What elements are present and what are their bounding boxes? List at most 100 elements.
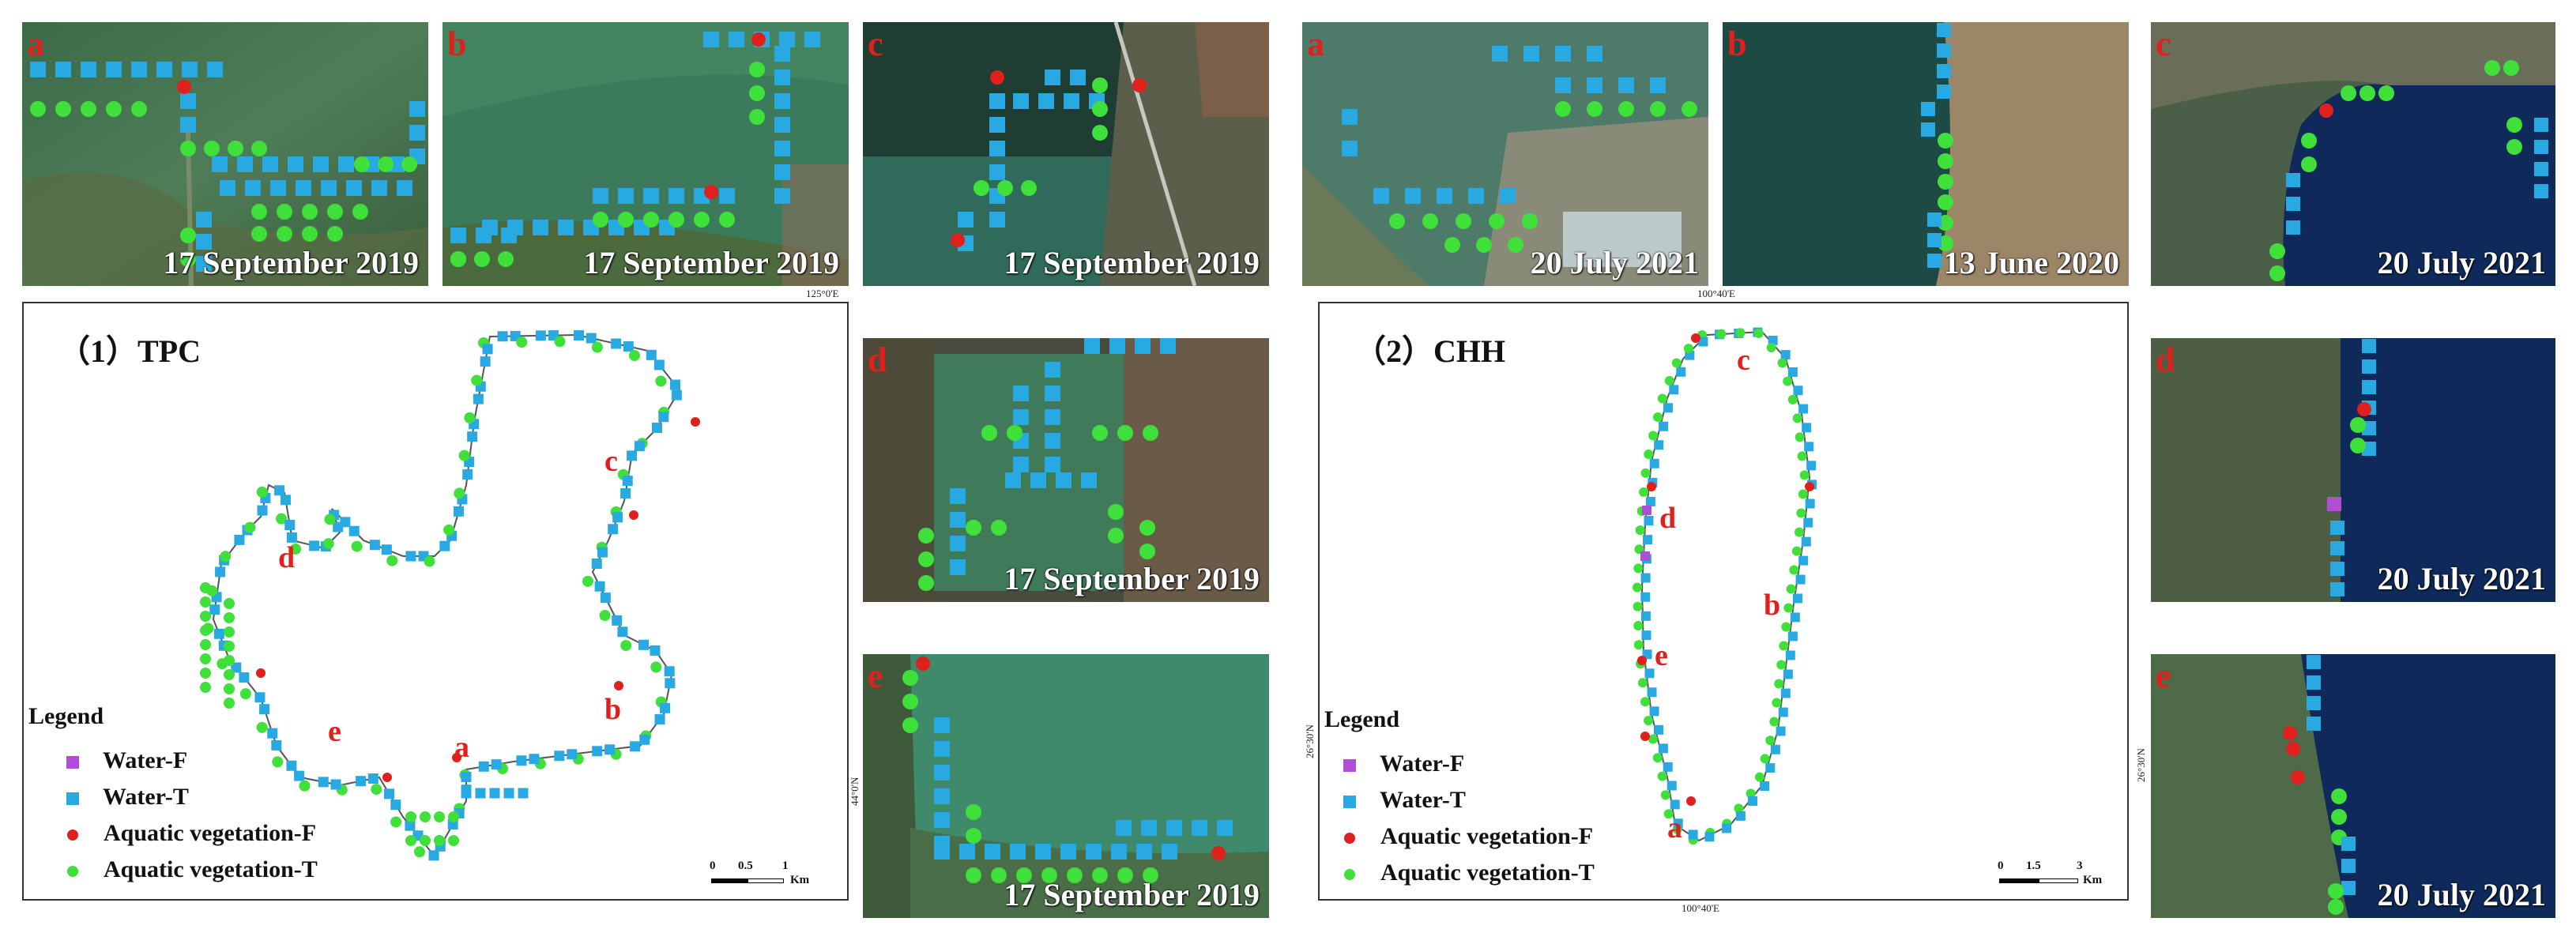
water-t-marker <box>1653 724 1663 735</box>
water-t-marker <box>453 506 464 517</box>
water-t-marker <box>409 101 425 117</box>
water-t-marker <box>985 844 1000 860</box>
vegetation-t-marker <box>1795 527 1805 537</box>
water-t-marker <box>1780 688 1791 698</box>
tile-date: 17 September 2019 <box>163 245 419 280</box>
vegetation-f-marker <box>452 753 461 762</box>
vegetation-t-marker <box>327 204 343 220</box>
legend-item-water-f: Water-F <box>1343 750 1464 777</box>
water-t-marker <box>1722 823 1732 833</box>
satellite-image <box>1302 22 1708 286</box>
vegetation-t-marker <box>1092 125 1108 141</box>
legend-item-water-t: Water-T <box>66 784 189 811</box>
water-t-marker <box>665 678 676 689</box>
vegetation-t-marker <box>1753 328 1764 338</box>
square-blue-icon <box>66 792 79 806</box>
water-t-marker <box>318 777 329 788</box>
water-t-marker <box>1045 433 1060 449</box>
water-t-marker <box>950 512 966 528</box>
water-t-marker <box>567 749 578 760</box>
vegetation-t-marker <box>593 212 608 228</box>
water-t-marker <box>309 540 320 551</box>
water-t-marker <box>1081 472 1097 488</box>
water-t-marker <box>611 338 622 349</box>
vegetation-t-marker <box>2331 788 2347 804</box>
vegetation-t-marker <box>1108 528 1124 544</box>
water-t-marker <box>1109 338 1125 354</box>
water-t-marker <box>516 755 527 766</box>
water-t-marker <box>989 141 1005 156</box>
water-t-marker <box>934 812 950 828</box>
water-t-marker <box>989 164 1005 180</box>
water-t-marker <box>1805 498 1815 509</box>
vegetation-t-marker <box>1774 679 1784 689</box>
vegetation-t-marker <box>1798 489 1808 499</box>
vegetation-t-marker <box>2378 85 2394 101</box>
vegetation-t-marker <box>1007 425 1022 441</box>
vegetation-t-marker <box>1938 133 1953 149</box>
vegetation-t-marker <box>251 226 267 242</box>
water-t-marker <box>1160 338 1176 354</box>
water-t-marker <box>660 702 671 713</box>
vegetation-f-marker <box>990 70 1004 85</box>
water-t-marker <box>934 844 950 860</box>
vegetation-t-marker <box>1644 449 1654 459</box>
water-t-marker <box>934 741 950 757</box>
water-t-marker <box>220 180 235 196</box>
map-label-e: e <box>328 715 341 748</box>
vegetation-t-marker <box>1092 101 1108 117</box>
vegetation-t-marker <box>1789 565 1799 575</box>
water-t-marker <box>1013 386 1029 401</box>
vegetation-t-marker <box>405 835 416 846</box>
water-t-marker <box>612 615 623 626</box>
water-t-marker <box>989 117 1005 133</box>
vegetation-t-marker <box>464 412 476 423</box>
vegetation-t-marker <box>420 811 431 822</box>
vegetation-f-marker <box>2291 770 2305 784</box>
water-t-marker <box>180 117 196 133</box>
vegetation-t-marker <box>450 251 466 267</box>
vegetation-t-marker <box>424 555 435 567</box>
water-t-marker <box>439 540 450 551</box>
water-t-marker <box>1663 762 1673 772</box>
water-t-marker <box>1650 77 1666 93</box>
vegetation-f-marker <box>1637 656 1647 665</box>
vegetation-f-marker <box>614 681 623 690</box>
water-t-marker <box>1663 403 1673 413</box>
water-t-marker <box>346 180 362 196</box>
water-t-marker <box>2330 582 2344 596</box>
circle-red-icon <box>1344 833 1355 845</box>
water-t-marker <box>1342 141 1358 156</box>
water-t-marker <box>658 412 669 423</box>
vegetation-t-marker <box>1652 753 1663 763</box>
water-t-marker <box>669 379 680 390</box>
water-t-marker <box>533 220 548 235</box>
water-t-marker <box>2534 162 2548 176</box>
water-t-marker <box>2330 521 2344 535</box>
water-t-marker <box>371 180 387 196</box>
vegetation-t-marker <box>352 204 368 220</box>
vegetation-f-marker <box>704 185 718 199</box>
vegetation-f-marker <box>1640 732 1650 741</box>
square-blue-icon <box>1343 796 1356 809</box>
water-t-marker <box>652 422 663 433</box>
vegetation-t-marker <box>628 349 640 361</box>
water-t-marker <box>1647 687 1657 698</box>
vegetation-t-marker <box>1734 803 1744 814</box>
map-label-e: e <box>1655 639 1668 672</box>
water-t-marker <box>617 626 628 638</box>
coord-label: 100°40'E <box>1697 288 1735 299</box>
vegetation-t-marker <box>2328 883 2344 899</box>
vegetation-t-marker <box>918 551 934 567</box>
water-t-marker <box>384 788 395 799</box>
water-t-marker <box>296 180 311 196</box>
vegetation-t-marker <box>180 141 196 156</box>
water-t-marker <box>1801 536 1811 547</box>
vegetation-t-marker <box>966 520 981 536</box>
vegetation-t-marker <box>224 683 235 694</box>
water-t-marker <box>959 844 975 860</box>
water-t-marker <box>245 180 261 196</box>
vegetation-t-marker <box>1791 546 1802 556</box>
water-t-marker <box>1045 362 1060 378</box>
water-t-marker <box>1141 820 1157 836</box>
